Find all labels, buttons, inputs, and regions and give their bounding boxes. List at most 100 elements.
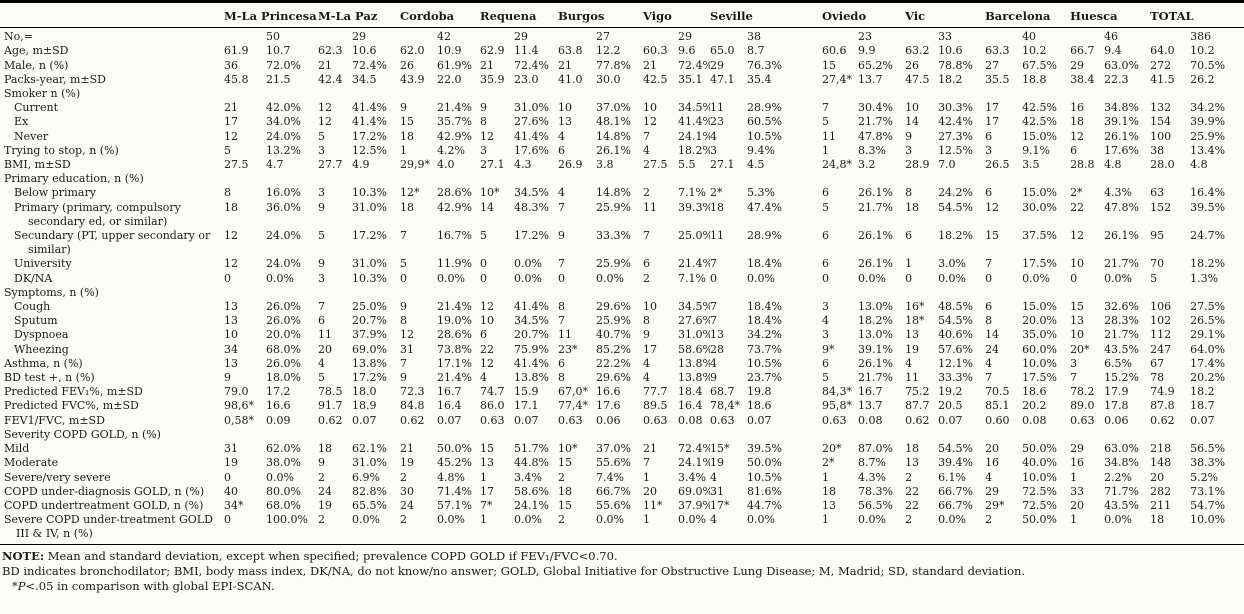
cell: 42 bbox=[437, 30, 452, 44]
cell: 13 bbox=[224, 300, 238, 314]
cell: 0.0% bbox=[1104, 513, 1151, 545]
cell: 3.4% bbox=[514, 470, 542, 484]
cell: 15* bbox=[710, 442, 730, 456]
cell: 33.3% bbox=[938, 371, 974, 385]
cell: 9 bbox=[318, 456, 326, 470]
footnote-pvalue: *P<.05 in comparison with global EPI-SCA… bbox=[2, 579, 1242, 594]
cell: 13 bbox=[224, 356, 238, 370]
cell: 3.4% bbox=[678, 470, 706, 484]
cell: 2* bbox=[710, 186, 723, 200]
cell: 0.0% bbox=[747, 513, 823, 545]
cell: 4 bbox=[985, 356, 993, 370]
cell: 0.63 bbox=[710, 413, 735, 427]
cell: 6 bbox=[318, 314, 326, 328]
cell: 27 bbox=[596, 30, 611, 44]
cell: 0.0% bbox=[678, 513, 711, 545]
cell: 41.4% bbox=[514, 356, 549, 370]
cell: 5 bbox=[1150, 271, 1158, 285]
cell: 32.6% bbox=[1104, 300, 1140, 314]
cell: 95,8* bbox=[822, 399, 853, 413]
cell: 18 bbox=[1070, 115, 1085, 129]
cell: 21.5 bbox=[266, 72, 291, 86]
cell: 13 bbox=[905, 456, 920, 470]
cell: 29* bbox=[985, 498, 1005, 512]
cell: 58.6% bbox=[514, 484, 549, 498]
cell: 60.0% bbox=[1022, 342, 1058, 356]
cell: 3 bbox=[905, 143, 913, 157]
cell: 6 bbox=[905, 229, 913, 243]
row-label: Dyspnoea bbox=[14, 328, 69, 342]
cell: 54.5% bbox=[938, 442, 974, 456]
cell: 11 bbox=[710, 101, 725, 115]
cell: 39.1% bbox=[858, 342, 893, 356]
cell: 18 bbox=[710, 200, 725, 214]
cell: 4 bbox=[985, 470, 993, 484]
cell: 18 bbox=[1150, 513, 1191, 545]
cell: 22.2% bbox=[596, 356, 631, 370]
cell: 9.1% bbox=[1022, 143, 1051, 157]
cell: 98,6* bbox=[224, 399, 254, 413]
cell: 62.0 bbox=[400, 44, 425, 58]
cell: 16.0% bbox=[266, 186, 301, 200]
cell: 16* bbox=[905, 300, 925, 314]
cell: 34.8% bbox=[1104, 101, 1140, 115]
cell: 9 bbox=[400, 371, 408, 385]
cell: 78.3% bbox=[858, 484, 893, 498]
cell: 42.4 bbox=[318, 72, 343, 86]
cell: 5.2% bbox=[1190, 470, 1219, 484]
cell: 24 bbox=[985, 342, 1000, 356]
cell: 3 bbox=[318, 271, 326, 285]
cell: 24.1% bbox=[678, 129, 711, 143]
cell: 8.7% bbox=[858, 456, 886, 470]
cell: 41.4% bbox=[352, 101, 387, 115]
cell: 0.60 bbox=[985, 413, 1010, 427]
cell: 64.0 bbox=[1150, 44, 1175, 58]
cell: 12 bbox=[1070, 229, 1085, 243]
cell: 14 bbox=[985, 328, 1000, 342]
cell: 10.9 bbox=[437, 44, 462, 58]
cell: 17.4% bbox=[1190, 356, 1226, 370]
cell bbox=[710, 28, 747, 45]
cell: 12 bbox=[318, 115, 333, 129]
cell: 18.2% bbox=[938, 229, 974, 243]
table-row: Male, n (%) 36 72.0% 21 72.4% 26 61.9% 21 72.4% 2… bbox=[0, 59, 1244, 73]
cell: 10.2 bbox=[1190, 44, 1215, 58]
footnote-pvalue-star: * bbox=[12, 578, 18, 593]
cell: 11 bbox=[710, 229, 725, 243]
cell: 218 bbox=[1150, 442, 1172, 456]
cell: 4.8 bbox=[1104, 158, 1122, 172]
cell: 19.8 bbox=[747, 385, 772, 399]
cell: 15 bbox=[558, 498, 573, 512]
cell: 31.0% bbox=[514, 101, 549, 115]
cell: 4.0 bbox=[437, 158, 455, 172]
cell: 7* bbox=[480, 498, 493, 512]
cell: 89.0 bbox=[1070, 399, 1095, 413]
cell: 0 bbox=[710, 271, 718, 285]
cell: 29 bbox=[1070, 442, 1085, 456]
column-header: Huesca bbox=[1070, 1, 1151, 29]
cell: 2 bbox=[400, 470, 408, 484]
cell: 211 bbox=[1150, 498, 1172, 512]
cell: 106 bbox=[1150, 300, 1172, 314]
cell: 21.7% bbox=[858, 371, 893, 385]
table-row: Sputum 13 26.0% 6 20.7% 8 19.0% 10 34.5% 7 25.9% 8 2… bbox=[0, 314, 1244, 328]
cell: 3 bbox=[318, 143, 326, 157]
cell: 12 bbox=[985, 200, 1000, 214]
cell: 34 bbox=[224, 342, 238, 356]
cell: 3 bbox=[480, 143, 488, 157]
cell: 29 bbox=[678, 30, 693, 44]
cell: 74.9 bbox=[1150, 385, 1175, 399]
cell: 18.2 bbox=[938, 72, 963, 86]
cell: 34.8% bbox=[1104, 456, 1140, 470]
copd-table: M-La Princesa M-La Paz Cordoba Requena Burgo… bbox=[0, 0, 1244, 545]
cell: 18.2% bbox=[678, 143, 711, 157]
cell: 6 bbox=[558, 356, 566, 370]
cell: 19 bbox=[905, 342, 920, 356]
cell: 30.3% bbox=[938, 101, 974, 115]
cell: 41.4% bbox=[352, 115, 387, 129]
cell: 4 bbox=[643, 356, 651, 370]
footnote-pvalue-p: P bbox=[17, 578, 26, 593]
cell: 18.4 bbox=[678, 385, 703, 399]
cell: 26.5% bbox=[1190, 314, 1226, 328]
cell: 1 bbox=[822, 143, 830, 157]
